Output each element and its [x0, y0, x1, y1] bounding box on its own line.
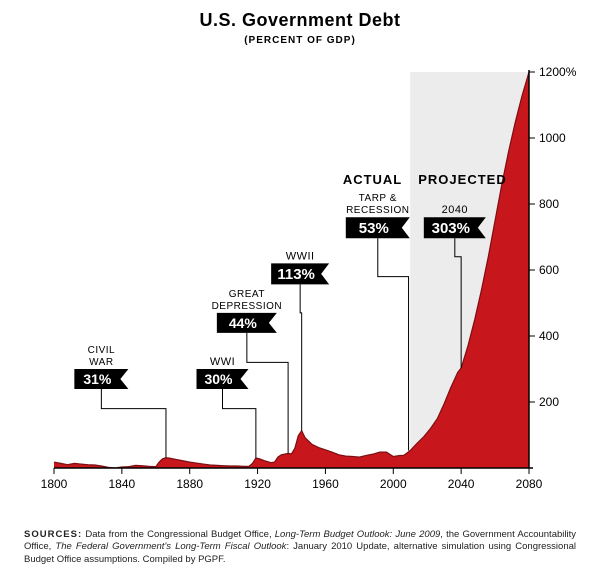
sources-text-1: Data from the Congressional Budget Offic…: [82, 529, 275, 540]
chart-subtitle: (PERCENT OF GDP): [0, 35, 600, 46]
callout-header-civil-war: WAR: [89, 357, 113, 368]
callout-value-depression: 44%: [229, 315, 258, 331]
x-tick-label: 1920: [244, 477, 271, 491]
callout-leader-wwi: [223, 389, 256, 458]
x-tick-label: 1880: [176, 477, 203, 491]
label-projected: PROJECTED: [418, 172, 506, 187]
x-tick-label: 1800: [41, 477, 68, 491]
x-tick-label: 2080: [516, 477, 543, 491]
callout-header-tarp: TARP &: [359, 193, 397, 204]
callout-leader-depression: [247, 333, 288, 454]
callout-header-civil-war: CIVIL: [88, 345, 116, 356]
callout-header-2040: 2040: [442, 204, 468, 216]
callout-value-civil-war: 31%: [83, 371, 112, 387]
callout-header-depression: DEPRESSION: [212, 301, 283, 312]
callout-value-wwi: 30%: [204, 371, 233, 387]
callout-leader-wwii: [300, 284, 302, 430]
callout-header-wwii: WWII: [286, 250, 315, 262]
y-tick-label: 200: [539, 395, 559, 409]
callout-header-tarp: RECESSION: [346, 205, 409, 216]
callout-leader-tarp: [378, 238, 409, 450]
callout-header-wwi: WWI: [210, 356, 235, 368]
y-tick-label: 800: [539, 197, 559, 211]
callout-value-wwii: 113%: [277, 266, 315, 283]
x-tick-label: 1840: [109, 477, 136, 491]
chart-title: U.S. Government Debt: [0, 0, 600, 31]
y-tick-label: 1000: [539, 131, 566, 145]
x-tick-label: 2000: [380, 477, 407, 491]
callout-leader-civil-war: [101, 389, 166, 458]
callout-value-tarp: 53%: [359, 220, 389, 237]
sources-italic-2: The Federal Government's Long-Term Fisca…: [55, 541, 286, 552]
x-tick-label: 1960: [312, 477, 339, 491]
y-tick-label: 400: [539, 329, 559, 343]
label-actual: ACTUAL: [343, 172, 402, 187]
sources-label: SOURCES:: [24, 529, 82, 540]
sources-italic-1: Long-Term Budget Outlook: June 2009: [275, 529, 441, 540]
sources-footnote: SOURCES: Data from the Congressional Bud…: [24, 529, 576, 567]
y-tick-label: 1200%: [539, 65, 576, 79]
y-tick-label: 600: [539, 263, 559, 277]
x-tick-label: 2040: [448, 477, 475, 491]
callout-header-depression: GREAT: [229, 289, 265, 300]
callout-value-2040: 303%: [432, 220, 470, 237]
debt-area-chart: 1800 1840 1880 1920 1960 2000 2040 2080 200 400 60…: [24, 60, 576, 500]
